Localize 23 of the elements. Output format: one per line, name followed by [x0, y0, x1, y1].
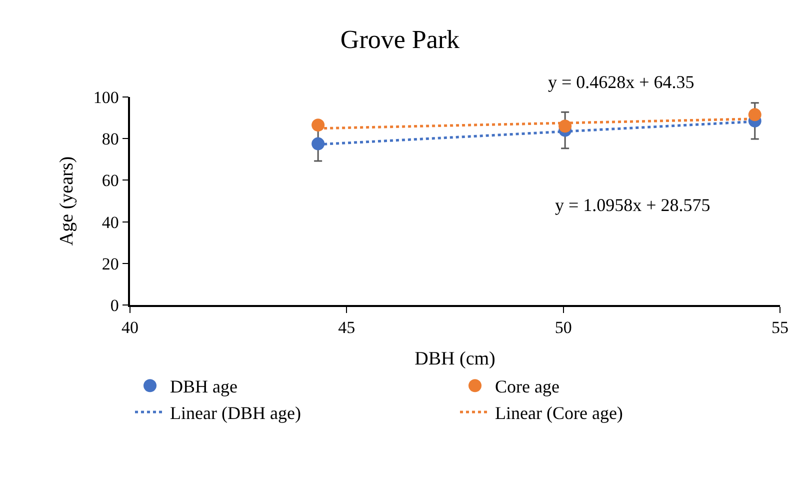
- y-tick-label: 100: [93, 88, 119, 107]
- x-axis-title: DBH (cm): [414, 348, 496, 370]
- y-axis-title: Age (years): [56, 156, 78, 246]
- x-tick-label: 55: [772, 318, 788, 338]
- x-tick-label: 50: [554, 318, 572, 338]
- legend-label: Core age: [495, 376, 560, 397]
- point: [748, 108, 762, 122]
- y-tick-label: 20: [102, 254, 119, 274]
- annotation: y = 1.0958x + 28.575: [555, 195, 710, 215]
- y-tick-label: 0: [110, 296, 119, 315]
- y-tick-label: 40: [102, 212, 119, 232]
- point: [312, 137, 325, 150]
- x-tick-label: 40: [122, 318, 138, 338]
- y-tick-label: 60: [102, 171, 119, 190]
- text: y = 0.4628x + 64.35: [548, 72, 694, 92]
- legend-label: DBH age: [170, 376, 238, 397]
- y-tick-label: 80: [102, 130, 119, 149]
- chart-title: Grove Park: [340, 24, 460, 54]
- legend-label: Linear (DBH age): [170, 403, 301, 424]
- x-tick-label: 45: [338, 318, 356, 338]
- point: [558, 120, 572, 133]
- point: [312, 118, 325, 132]
- legend-label: Linear (Core age): [495, 403, 623, 424]
